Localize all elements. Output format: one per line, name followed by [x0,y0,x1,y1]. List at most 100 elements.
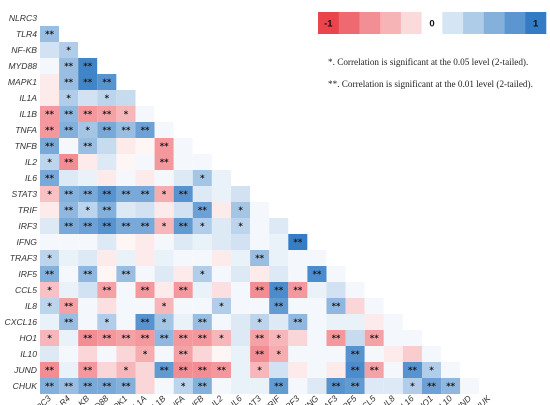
heatmap-cell-IRF3-MAPK1 [116,218,136,234]
heatmap-cell-STAT3-TNFA [173,186,193,202]
heatmap-cell-IFNG-IL2 [211,234,231,250]
heatmap-cell-IL10-IRF3 [288,346,308,362]
significance-mark: * [277,334,282,344]
row-label-IL6: IL6 [25,173,37,183]
heatmap-cell-TNFB-TLR4 [59,138,79,154]
heatmap-cell-IL8-IL8 [383,298,403,314]
heatmap-cell-JUND-IRF3 [288,362,308,378]
heatmap-cell-CHUK-TNFA [173,378,193,394]
heatmap-cell-TRAF3-IL1B [154,250,174,266]
heatmap-cell-IRF3-IL2 [211,218,231,234]
heatmap-cell-CXCL16-STAT3 [250,314,270,330]
significance-mark: ** [102,222,111,232]
row-label-IRF3: IRF3 [18,221,37,231]
heatmap-cell-TRIF-IL2 [211,202,231,218]
heatmap-cell-IL10-NLRC3 [40,346,60,362]
heatmap-cell-CCL5-IL1A [135,282,155,298]
heatmap-cell-MYD88-NLRC3 [40,58,60,74]
heatmap-cell-IRF5-TRIF [269,266,289,282]
column-label-TLR4: TLR4 [50,393,72,405]
heatmap-cell-IL10-TLR4 [59,346,79,362]
heatmap-cell-TLR4-NLRC3 [40,26,60,42]
column-label-TRAF3: TRAF3 [313,393,339,405]
heatmap-cell-CCL5-MYD88 [97,282,117,298]
heatmap-cell-IRF3-IL1B [154,218,174,234]
heatmap-cell-CHUK-TRAF3 [326,378,346,394]
significance-mark: * [105,94,110,104]
heatmap-cell-MAPK1-TLR4 [59,74,79,90]
heatmap-cell-IL10-TNFA [173,346,193,362]
significance-mark: ** [83,366,92,376]
heatmap-cell-TRIF-MYD88 [97,202,117,218]
heatmap-cell-CHUK-CHUK [479,378,499,394]
significance-mark: * [277,350,282,360]
column-label-HO1: HO1 [415,393,435,405]
heatmap-cell-TNFA-TLR4 [59,122,79,138]
heatmap-cell-JUND-TNFB [192,362,212,378]
heatmap-cell-CXCL16-IL1A [135,314,155,330]
heatmap-cell-IL10-STAT3 [250,346,270,362]
heatmap-cell-IL8-TNFA [173,298,193,314]
heatmap-cell-CHUK-NLRC3 [40,378,60,394]
heatmap-cell-TRIF-IL6 [231,202,251,218]
heatmap-cell-STAT3-MAPK1 [116,186,136,202]
heatmap-cell-JUND-HO1 [422,362,442,378]
heatmap-cell-TNFB-TNFB [192,138,212,154]
heatmap-cell-JUND-TRAF3 [326,362,346,378]
significance-mark: * [257,366,262,376]
heatmap-cell-JUND-TLR4 [59,362,79,378]
heatmap-cell-IL1A-NLRC3 [40,90,60,106]
heatmap-cell-IRF5-IL6 [231,266,251,282]
heatmap-cell-IL8-TRIF [269,298,289,314]
significance-mark: ** [198,334,207,344]
significance-mark: ** [83,142,92,152]
heatmap-cell-IRF3-NLRC3 [40,218,60,234]
significance-mark: ** [141,334,150,344]
heatmap-cell-CCL5-IFNG [307,282,327,298]
significance-mark: ** [293,238,302,248]
heatmap-cell-IFNG-IL6 [231,234,251,250]
heatmap-cell-CXCL16-TRAF3 [326,314,346,330]
significance-mark: ** [64,78,73,88]
heatmap-cell-CHUK-TNFB [192,378,212,394]
heatmap-cell-JUND-TNFA [173,362,193,378]
heatmap-cell-IFNG-IL1B [154,234,174,250]
colorbar-swatch [442,12,464,34]
heatmap-cell-IL8-IRF5 [345,298,365,314]
heatmap-cell-IFNG-NF-KB [78,234,98,250]
heatmap-cell-TRAF3-NLRC3 [40,250,60,266]
colorbar-swatch [463,12,485,34]
significance-mark: ** [45,174,54,184]
colorbar-swatch [483,12,505,34]
heatmap-cell-IFNG-TRIF [269,234,289,250]
significance-mark: ** [351,382,360,392]
column-label-TNFA: TNFA [164,393,187,405]
heatmap-cell-CXCL16-MAPK1 [116,314,136,330]
heatmap-cell-CCL5-CCL5 [364,282,384,298]
significance-mark: ** [179,190,188,200]
heatmap-cell-CXCL16-IL8 [383,314,403,330]
heatmap-cell-CHUK-MYD88 [97,378,117,394]
heatmap-cell-CHUK-STAT3 [250,378,270,394]
heatmap-cell-CXCL16-IFNG [307,314,327,330]
significance-mark: ** [141,126,150,136]
significance-mark: ** [64,222,73,232]
significance-mark: ** [102,334,111,344]
column-label-IL1B: IL1B [148,393,168,405]
column-label-IFNG: IFNG [299,393,321,405]
heatmap-cell-IRF5-MYD88 [97,266,117,282]
heatmap-cell-CHUK-IL8 [383,378,403,394]
heatmap-cell-MAPK1-NLRC3 [40,74,60,90]
heatmap-cell-IRF3-NF-KB [78,218,98,234]
heatmap-cell-IFNG-TLR4 [59,234,79,250]
row-label-TNFA: TNFA [15,125,37,135]
significance-mark: ** [64,318,73,328]
heatmap-cell-IL1B-NF-KB [78,106,98,122]
heatmap-cell-IRF5-NLRC3 [40,266,60,282]
heatmap-cell-IL1B-NLRC3 [40,106,60,122]
heatmap-cell-IL1A-MAPK1 [116,90,136,106]
heatmap-cell-IL8-STAT3 [250,298,270,314]
column-label-IRF5: IRF5 [338,393,358,405]
heatmap-cell-TRIF-TNFB [192,202,212,218]
heatmap-cell-CXCL16-CCL5 [364,314,384,330]
